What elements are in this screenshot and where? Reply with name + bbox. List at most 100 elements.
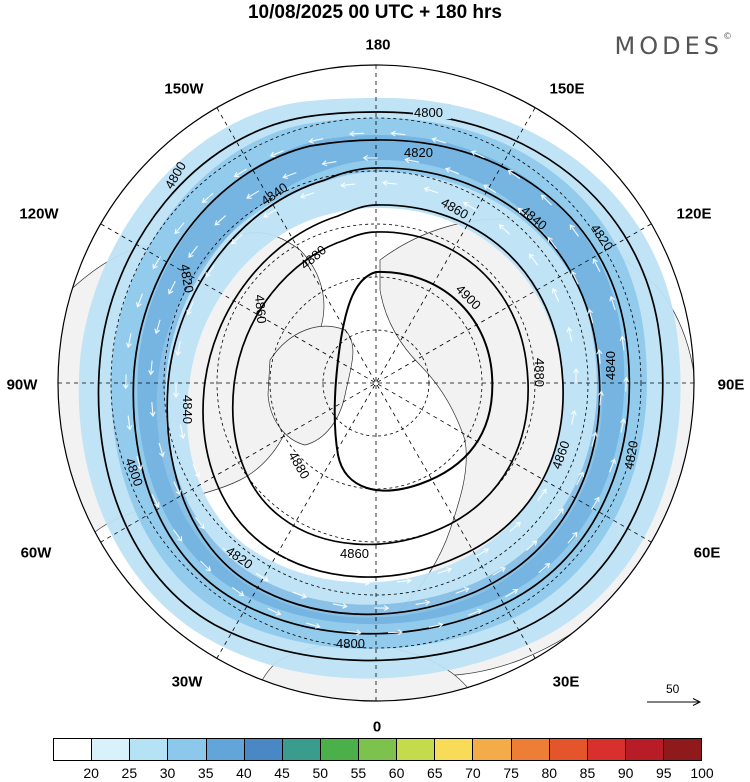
wind-arrow [188, 245, 198, 258]
wind-arrow [179, 424, 186, 440]
colorbar-swatch [54, 739, 93, 760]
lon-label-150w: 150W [164, 80, 204, 98]
colorbar-swatch [549, 739, 588, 760]
wind-arrow [149, 402, 156, 418]
colorbar-swatch [92, 739, 131, 760]
wind-arrow [168, 280, 176, 295]
lon-label-90e: 90E [717, 376, 745, 394]
wind-arrow [609, 295, 616, 311]
wind-arrow [566, 326, 573, 342]
wind-arrow [173, 529, 183, 542]
colorbar-tick-label: 30 [159, 765, 176, 781]
wind-arrow [175, 341, 182, 357]
lon-label-0: 0 [372, 718, 382, 736]
wind-arrow [475, 548, 490, 557]
wind-arrow [151, 494, 160, 508]
wind-arrow [551, 287, 560, 302]
wind-arrow [201, 192, 214, 204]
wind-arrow [174, 222, 185, 235]
lon-label-150e: 150E [549, 80, 585, 98]
wind-arrow [126, 333, 132, 349]
wind-arrow [528, 253, 539, 266]
lon-label-180: 180 [365, 36, 391, 54]
contour-4860 [202, 204, 564, 578]
wind-arrow [230, 233, 243, 245]
wind-arrow [348, 130, 365, 137]
colorbar-tick-label: 45 [274, 765, 290, 781]
colorbar-swatch [625, 739, 664, 760]
contour-4820 [132, 139, 631, 635]
wind-arrow [415, 599, 431, 606]
wind-arrow [525, 540, 538, 551]
colorbar-swatch [397, 739, 436, 760]
wind-arrow [194, 516, 205, 530]
wind-arrow [136, 455, 143, 471]
colorbar-tick-label: 25 [121, 765, 138, 781]
wind-arrow [126, 415, 133, 431]
lon-label-30e: 30E [552, 673, 580, 691]
wind-arrow [591, 496, 600, 510]
wind-arrow [321, 160, 337, 167]
contour-4900 [333, 270, 494, 492]
colorbar-tick-label: 55 [350, 765, 367, 781]
colorbar-swatch [435, 739, 474, 760]
wind-arrow [570, 409, 577, 425]
lon-label-120w: 120W [19, 205, 59, 223]
wind-arrow [619, 335, 626, 351]
colorbar-swatch [664, 739, 702, 760]
wind-arrow [282, 172, 297, 180]
lon-label-30w: 30W [171, 673, 203, 691]
wind-arrow [423, 186, 438, 194]
colorbar-tick-label: 75 [503, 765, 519, 781]
lon-label-60w: 60W [20, 544, 52, 562]
wind-arrow [214, 215, 227, 226]
wind-arrow [152, 256, 161, 270]
wind-arrow [431, 137, 446, 144]
wind-arrow [192, 464, 201, 479]
wind-arrow [186, 301, 194, 316]
colorbar-swatch [359, 739, 398, 760]
wind-arrow [554, 508, 564, 521]
land-greenland [267, 326, 354, 446]
wind-arrow [362, 154, 378, 161]
wind-arrow [540, 194, 552, 206]
colorbar-tick-label: 95 [656, 765, 672, 781]
wind-arrow [148, 360, 155, 376]
brand-name: MODES [614, 32, 723, 60]
contour-label-4820-top: 4820 [404, 145, 433, 160]
wind-arrow [314, 572, 329, 580]
colorbar-swatch [244, 739, 283, 760]
wind-arrow [462, 202, 477, 211]
height-contours [97, 111, 664, 662]
wind-arrow [558, 450, 566, 465]
contour-label-4860-left: 4860 [252, 294, 269, 324]
wind-arrow [509, 521, 522, 533]
wind-arrow [505, 589, 519, 598]
contour-label-4880-right: 4880 [532, 358, 547, 387]
colorbar-swatch [206, 739, 245, 760]
contour-label-4860-bottom: 4860 [340, 546, 369, 561]
wind-arrow [620, 417, 626, 433]
colorbar-swatch [511, 739, 550, 760]
wind-arrow [158, 442, 165, 458]
wind-arrow [483, 184, 497, 194]
contour-label-4840-west: 4840 [180, 395, 195, 424]
colorbar-tick-label: 70 [465, 765, 481, 781]
wind-arrow [623, 376, 630, 392]
wind-arrow [404, 157, 420, 164]
wind-arrow [444, 167, 460, 175]
wind-arrow [246, 190, 260, 199]
colorbar-swatch [168, 739, 207, 760]
wind-arrow [492, 567, 506, 576]
brand-mark: © [723, 32, 732, 42]
wind-vectors [122, 130, 630, 636]
wind-arrow [537, 488, 547, 501]
wind-arrow [596, 348, 603, 364]
wind-arrow [567, 531, 578, 544]
wind-arrow [455, 586, 470, 594]
wind-arrow [346, 629, 362, 636]
contour-4800 [97, 111, 664, 662]
wind-arrow [547, 236, 558, 250]
wind-arrow [470, 150, 485, 159]
